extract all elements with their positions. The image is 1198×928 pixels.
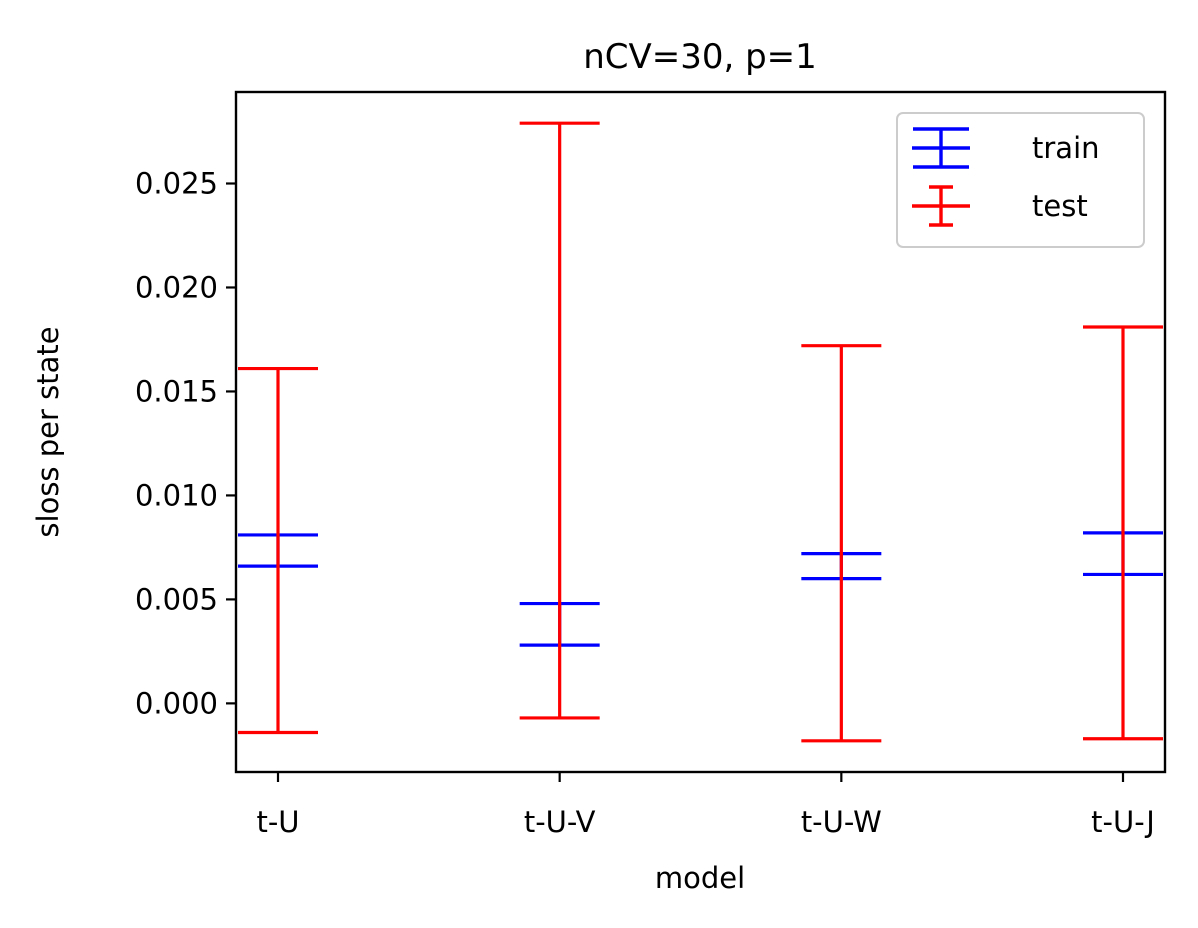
errorbar-test-t-u-j <box>1083 325 1163 741</box>
series-test <box>238 121 1163 743</box>
series-train <box>238 531 1163 647</box>
legend-entry-test: test <box>912 185 1088 227</box>
y-axis-label: sloss per state <box>31 326 65 537</box>
y-tick-label: 0.015 <box>135 374 218 408</box>
x-tick-label: t-U-J <box>1091 805 1155 839</box>
legend-label: train <box>1032 131 1100 165</box>
chart-title: nCV=30, p=1 <box>583 37 817 77</box>
y-tick-label: 0.005 <box>135 582 218 616</box>
legend-entries: train test <box>912 127 1100 227</box>
y-tick-label: 0.020 <box>135 270 218 304</box>
y-tick-label: 0.010 <box>135 478 218 512</box>
y-tick-label: 0.000 <box>135 686 218 720</box>
errorbar-test-t-u <box>238 366 318 735</box>
legend-frame <box>896 112 1145 248</box>
x-tick-label: t-U-V <box>524 805 596 839</box>
plot-frame <box>234 90 1167 774</box>
plot-area <box>238 121 1163 743</box>
x-tick-label: t-U <box>256 805 299 839</box>
y-axis: 0.000 0.005 0.010 0.015 0.020 0.025 <box>135 166 236 720</box>
y-tick-label: 0.025 <box>135 166 218 200</box>
legend: train test <box>896 112 1145 248</box>
legend-label: test <box>1032 189 1088 223</box>
x-axis: t-U t-U-V t-U-W t-U-J <box>256 772 1155 839</box>
x-axis-label: model <box>655 861 745 895</box>
legend-entry-train: train <box>912 127 1100 169</box>
errorbar-test-t-u-w <box>801 344 882 743</box>
errorbar-marks <box>238 121 1163 743</box>
errorbar-test-t-u-v <box>519 121 600 720</box>
x-tick-label: t-U-W <box>801 805 882 839</box>
